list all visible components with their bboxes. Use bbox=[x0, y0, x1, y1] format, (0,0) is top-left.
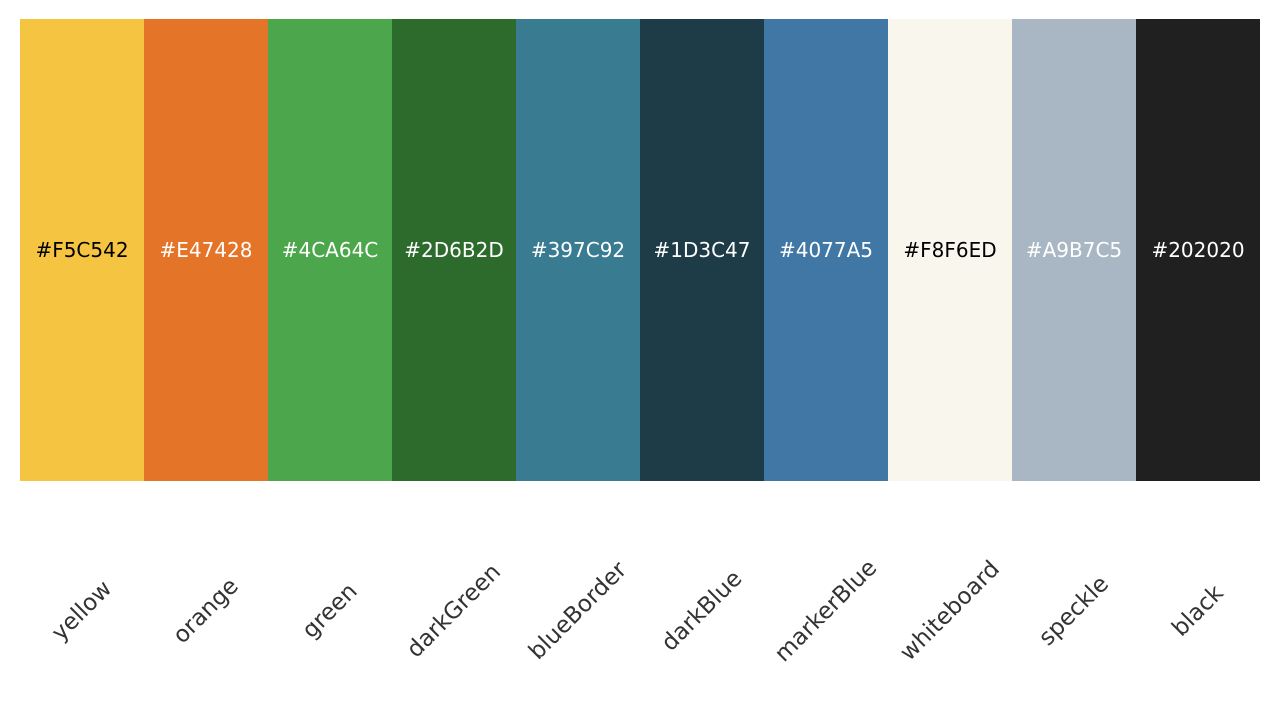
swatch-name-label: black bbox=[1167, 580, 1229, 642]
swatch-name-label: darkBlue bbox=[656, 565, 748, 657]
color-swatch-speckle: #A9B7C5 bbox=[1012, 19, 1136, 481]
color-name-labels: yellow orange green darkGreen blueBorder dark… bbox=[20, 481, 1260, 713]
swatch-hex-label: #A9B7C5 bbox=[1025, 238, 1123, 262]
color-swatch-orange: #E47428 bbox=[144, 19, 268, 481]
color-swatch-markerBlue: #4077A5 bbox=[764, 19, 888, 481]
swatch-hex-label: #2D6B2D bbox=[404, 238, 504, 262]
color-swatch-yellow: #F5C542 bbox=[20, 19, 144, 481]
swatch-hex-label: #F8F6ED bbox=[903, 238, 997, 262]
swatch-hex-label: #4077A5 bbox=[778, 238, 874, 262]
swatch-name-label: speckle bbox=[1033, 570, 1115, 652]
swatch-hex-label: #202020 bbox=[1151, 238, 1245, 262]
color-swatch-green: #4CA64C bbox=[268, 19, 392, 481]
color-swatch-darkBlue: #1D3C47 bbox=[640, 19, 764, 481]
swatch-name-label: orange bbox=[168, 573, 244, 649]
swatch-name-label: yellow bbox=[46, 575, 118, 647]
swatch-name-label: green bbox=[297, 578, 363, 644]
color-swatch-black: #202020 bbox=[1136, 19, 1260, 481]
swatch-name-label: whiteboard bbox=[895, 556, 1005, 666]
swatch-hex-label: #1D3C47 bbox=[653, 238, 751, 262]
color-swatch-darkGreen: #2D6B2D bbox=[392, 19, 516, 481]
swatch-name-label: blueBorder bbox=[523, 556, 633, 666]
swatch-hex-label: #F5C542 bbox=[35, 238, 129, 262]
swatch-hex-label: #E47428 bbox=[159, 238, 253, 262]
color-palette: #F5C542 #E47428 #4CA64C #2D6B2D #397C92 #1D3C… bbox=[20, 19, 1260, 481]
color-swatch-whiteboard: #F8F6ED bbox=[888, 19, 1012, 481]
swatch-name-label: darkGreen bbox=[401, 558, 507, 664]
swatch-hex-label: #397C92 bbox=[530, 238, 626, 262]
swatch-hex-label: #4CA64C bbox=[281, 238, 379, 262]
color-swatch-blueBorder: #397C92 bbox=[516, 19, 640, 481]
swatch-name-label: markerBlue bbox=[769, 554, 883, 668]
